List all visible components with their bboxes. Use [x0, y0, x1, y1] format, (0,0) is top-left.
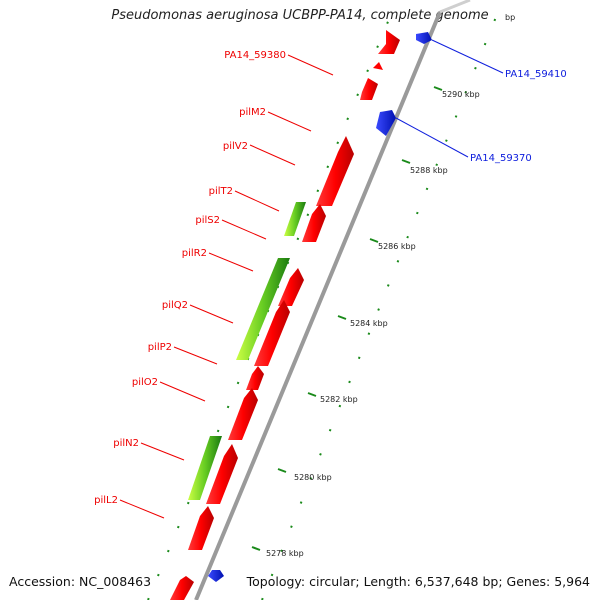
gene-arrow	[378, 30, 400, 54]
forward-genes	[170, 30, 400, 600]
right-labels: PA14_59410 PA14_59370	[470, 69, 567, 164]
gene-label: pilQ2	[162, 300, 188, 311]
gene-label: pilT2	[209, 186, 233, 197]
right-leaders	[395, 39, 504, 158]
feature-bar	[188, 436, 222, 500]
scale-label: 5284 kbp	[350, 319, 388, 328]
reverse-genes	[208, 32, 432, 582]
left-leaders	[119, 54, 334, 519]
gene-label: PA14_59410	[505, 69, 567, 80]
gene-label: pilN2	[113, 438, 139, 449]
left-labels: PA14_59380 pilM2 pilV2 pilT2 pilS2 pilR2…	[94, 50, 286, 506]
scale-label-partial: bp	[505, 13, 515, 22]
gene-label: pilR2	[182, 248, 207, 259]
scale-label: 5288 kbp	[410, 166, 448, 175]
feature-bar	[284, 202, 306, 236]
accession-text: Accession: NC_008463	[9, 574, 152, 589]
scale-label: 5280 kbp	[294, 473, 332, 482]
gene-label: pilS2	[195, 215, 220, 226]
gene-arrow	[208, 570, 224, 582]
gene-arrow	[170, 576, 194, 600]
gene-arrow-pilV2	[316, 136, 354, 206]
gene-arrow-pilN2	[206, 444, 238, 504]
scale-ticks	[251, 86, 443, 551]
rna-features	[188, 202, 306, 500]
scale-label: 5278 kbp	[266, 549, 304, 558]
gene-arrow-PA14_59370	[376, 110, 396, 136]
genome-summary: Topology: circular; Length: 6,537,648 bp…	[246, 574, 590, 589]
gene-label: pilM2	[239, 107, 266, 118]
gene-label: pilO2	[132, 377, 158, 388]
gene-arrow	[373, 62, 383, 70]
scale-label: 5286 kbp	[378, 242, 416, 251]
gene-arrow-PA14_59410	[416, 32, 432, 44]
gene-arrow-pilL2	[188, 506, 214, 550]
backbone-line	[194, 11, 442, 600]
gene-arrow-pilT2	[302, 204, 326, 242]
gene-label: PA14_59370	[470, 153, 532, 164]
scale-labels: 5290 kbp 5288 kbp 5286 kbp 5284 kbp 5282…	[266, 13, 515, 558]
feature-bar	[236, 258, 290, 360]
map-title: Pseudomonas aeruginosa UCBPP-PA14, compl…	[111, 8, 489, 23]
gene-label: pilV2	[223, 141, 248, 152]
scale-label: 5290 kbp	[442, 90, 480, 99]
gene-label: PA14_59380	[224, 50, 286, 61]
gene-arrow-pilO2	[228, 388, 258, 440]
backbone-line-end	[439, 0, 471, 14]
gene-label: pilP2	[148, 342, 172, 353]
outer-tick-track	[261, 11, 499, 600]
scale-label: 5282 kbp	[320, 395, 358, 404]
gene-arrow-pilR2	[278, 268, 304, 306]
gene-arrow-pilP2	[246, 366, 264, 390]
gene-arrow-pilQ2	[254, 300, 290, 366]
gene-label: pilL2	[94, 495, 118, 506]
gene-arrow	[360, 78, 378, 100]
